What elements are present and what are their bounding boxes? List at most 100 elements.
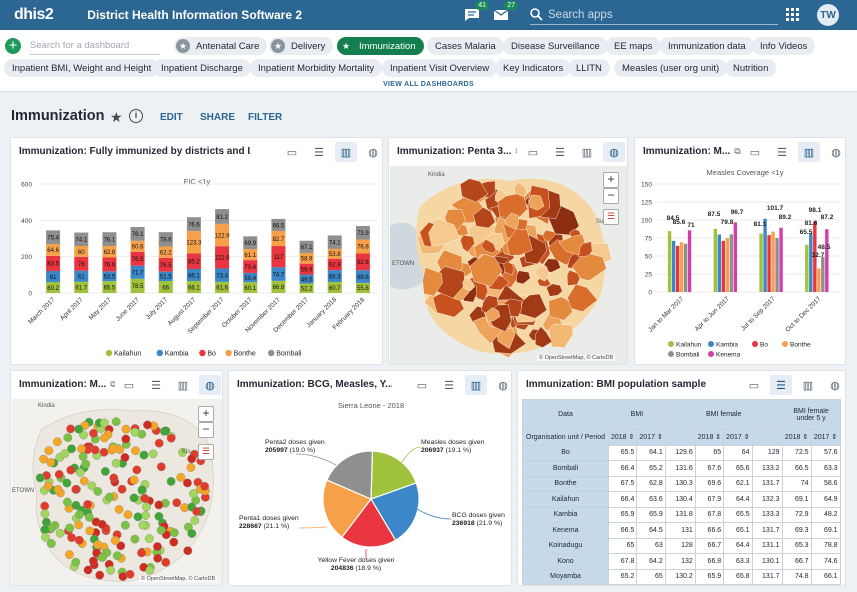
stacked-bar-segment[interactable] <box>158 232 173 247</box>
measles-point-map[interactable]: Kindia ETOWN Kis <box>12 399 223 586</box>
table-cell[interactable]: 130.2 <box>664 568 696 585</box>
facility-point[interactable] <box>129 475 139 485</box>
legend-label[interactable]: Bonthe <box>234 351 256 358</box>
table-cell[interactable]: 64.5 <box>636 522 666 539</box>
facility-point[interactable] <box>114 505 124 514</box>
table-cell[interactable]: 64.1 <box>636 444 666 461</box>
table-cell[interactable]: 64.9 <box>810 491 841 508</box>
apps-grid-icon[interactable] <box>786 8 804 26</box>
stacked-bar-segment[interactable] <box>46 230 61 245</box>
facility-point[interactable] <box>129 493 139 503</box>
facility-point[interactable] <box>88 556 98 566</box>
legend-label[interactable]: Kambia <box>165 351 189 358</box>
facility-point[interactable] <box>139 450 149 460</box>
facility-point[interactable] <box>161 557 171 567</box>
table-cell[interactable]: 130.3 <box>664 475 696 492</box>
table-cell[interactable]: 66.5 <box>607 522 638 539</box>
facility-point[interactable] <box>77 444 86 454</box>
table-cell[interactable]: 69.3 <box>781 522 812 539</box>
dashboard-chip[interactable]: ★ Immunization <box>337 37 424 55</box>
facility-point[interactable] <box>117 484 127 494</box>
bar[interactable] <box>679 242 684 292</box>
share-button[interactable]: SHARE <box>200 112 236 123</box>
legend-label[interactable]: Kambia <box>716 342 738 349</box>
legend-toggle-icon[interactable]: ☰ <box>198 444 214 460</box>
legend-label[interactable]: Bombali <box>276 351 302 358</box>
bar[interactable] <box>805 244 809 292</box>
stacked-bar-segment[interactable] <box>158 246 173 258</box>
district-region[interactable] <box>571 252 607 282</box>
table-cell[interactable]: 131.8 <box>664 506 696 523</box>
stacked-bar-segment[interactable] <box>74 232 89 247</box>
stacked-bar-segment[interactable] <box>186 231 201 254</box>
stacked-bar-segment[interactable] <box>130 251 145 266</box>
table-cell[interactable]: 131.7 <box>751 522 783 539</box>
dashboard-chip[interactable]: EE maps <box>606 37 661 55</box>
facility-point[interactable] <box>44 446 54 455</box>
dashboard-chip[interactable]: Inpatient BMI, Weight and Height <box>4 59 160 77</box>
view-all-dashboards-link[interactable]: VIEW ALL DASHBOARDS <box>383 81 474 88</box>
dashboard-chip[interactable]: Immunization data <box>660 37 754 55</box>
district-region[interactable] <box>546 283 563 297</box>
table-cell[interactable]: 67.8 <box>694 506 725 523</box>
facility-point[interactable] <box>121 434 131 444</box>
facility-point[interactable] <box>166 433 176 443</box>
table-cell[interactable]: 67.6 <box>694 460 725 477</box>
table-cell[interactable]: 65.9 <box>607 506 638 523</box>
facility-point[interactable] <box>35 473 45 483</box>
table-cell[interactable]: 63.3 <box>723 553 753 570</box>
bar[interactable] <box>771 231 775 292</box>
table-view-icon[interactable]: ☰ <box>770 375 792 395</box>
bar[interactable] <box>667 231 672 292</box>
facility-point[interactable] <box>60 449 70 459</box>
facility-point[interactable] <box>200 481 210 491</box>
table-cell[interactable]: 66.4 <box>607 460 638 477</box>
stacked-bar-segment[interactable] <box>327 270 342 282</box>
stacked-bar-segment[interactable] <box>130 278 145 293</box>
facility-point[interactable] <box>41 532 50 542</box>
facility-point[interactable] <box>90 445 100 455</box>
facility-point[interactable] <box>156 525 166 535</box>
table-cell[interactable]: 131 <box>664 522 696 539</box>
chart-view-icon[interactable]: ▥ <box>581 146 593 159</box>
stacked-bar-segment[interactable] <box>215 223 230 247</box>
table-cell[interactable]: 129.9 <box>751 584 783 585</box>
facility-point[interactable] <box>169 528 179 538</box>
facility-point[interactable] <box>40 501 50 511</box>
table-cell[interactable]: 62.8 <box>636 475 666 492</box>
facility-point[interactable] <box>186 463 196 472</box>
stacked-bar-segment[interactable] <box>130 265 145 279</box>
facility-point[interactable] <box>130 427 140 437</box>
penta3-choropleth-map[interactable]: Kindia ETOWN Sugu <box>390 166 628 365</box>
facility-point[interactable] <box>100 467 110 476</box>
stacked-bar-segment[interactable] <box>74 246 89 257</box>
legend-toggle-icon[interactable]: ☰ <box>603 209 619 225</box>
dashboard-chip[interactable]: ★ Antenatal Care <box>174 37 268 55</box>
facility-point[interactable] <box>87 481 97 491</box>
facility-point[interactable] <box>95 570 105 580</box>
facility-point[interactable] <box>43 481 53 491</box>
facility-point[interactable] <box>74 424 84 434</box>
facility-point[interactable] <box>142 502 151 512</box>
table-cell[interactable]: 129.6 <box>664 444 696 461</box>
legend-label[interactable]: Bombali <box>676 352 699 359</box>
table-cell[interactable]: 58.6 <box>810 475 841 492</box>
bar[interactable] <box>671 240 676 292</box>
dashboard-chip[interactable]: Cases Malaria <box>427 37 504 55</box>
facility-point[interactable] <box>192 507 202 516</box>
table-cell[interactable]: 65.6 <box>723 460 753 477</box>
add-dashboard-button[interactable]: + <box>5 38 21 54</box>
stacked-bar-segment[interactable] <box>355 253 370 271</box>
facility-point[interactable] <box>53 484 63 494</box>
facility-point[interactable] <box>123 510 133 520</box>
stacked-bar-segment[interactable] <box>299 263 314 275</box>
table-cell[interactable]: 65.8 <box>723 568 753 585</box>
facility-point[interactable] <box>46 458 56 467</box>
table-cell[interactable]: 69.1 <box>781 491 812 508</box>
stacked-bar-segment[interactable] <box>299 283 314 293</box>
interpretations-icon[interactable]: 27 <box>492 1 518 24</box>
facility-point[interactable] <box>176 472 186 482</box>
table-cell[interactable]: 65 <box>607 537 638 554</box>
table-view-icon[interactable]: ☰ <box>314 146 324 159</box>
table-cell[interactable]: 66.4 <box>607 584 638 585</box>
